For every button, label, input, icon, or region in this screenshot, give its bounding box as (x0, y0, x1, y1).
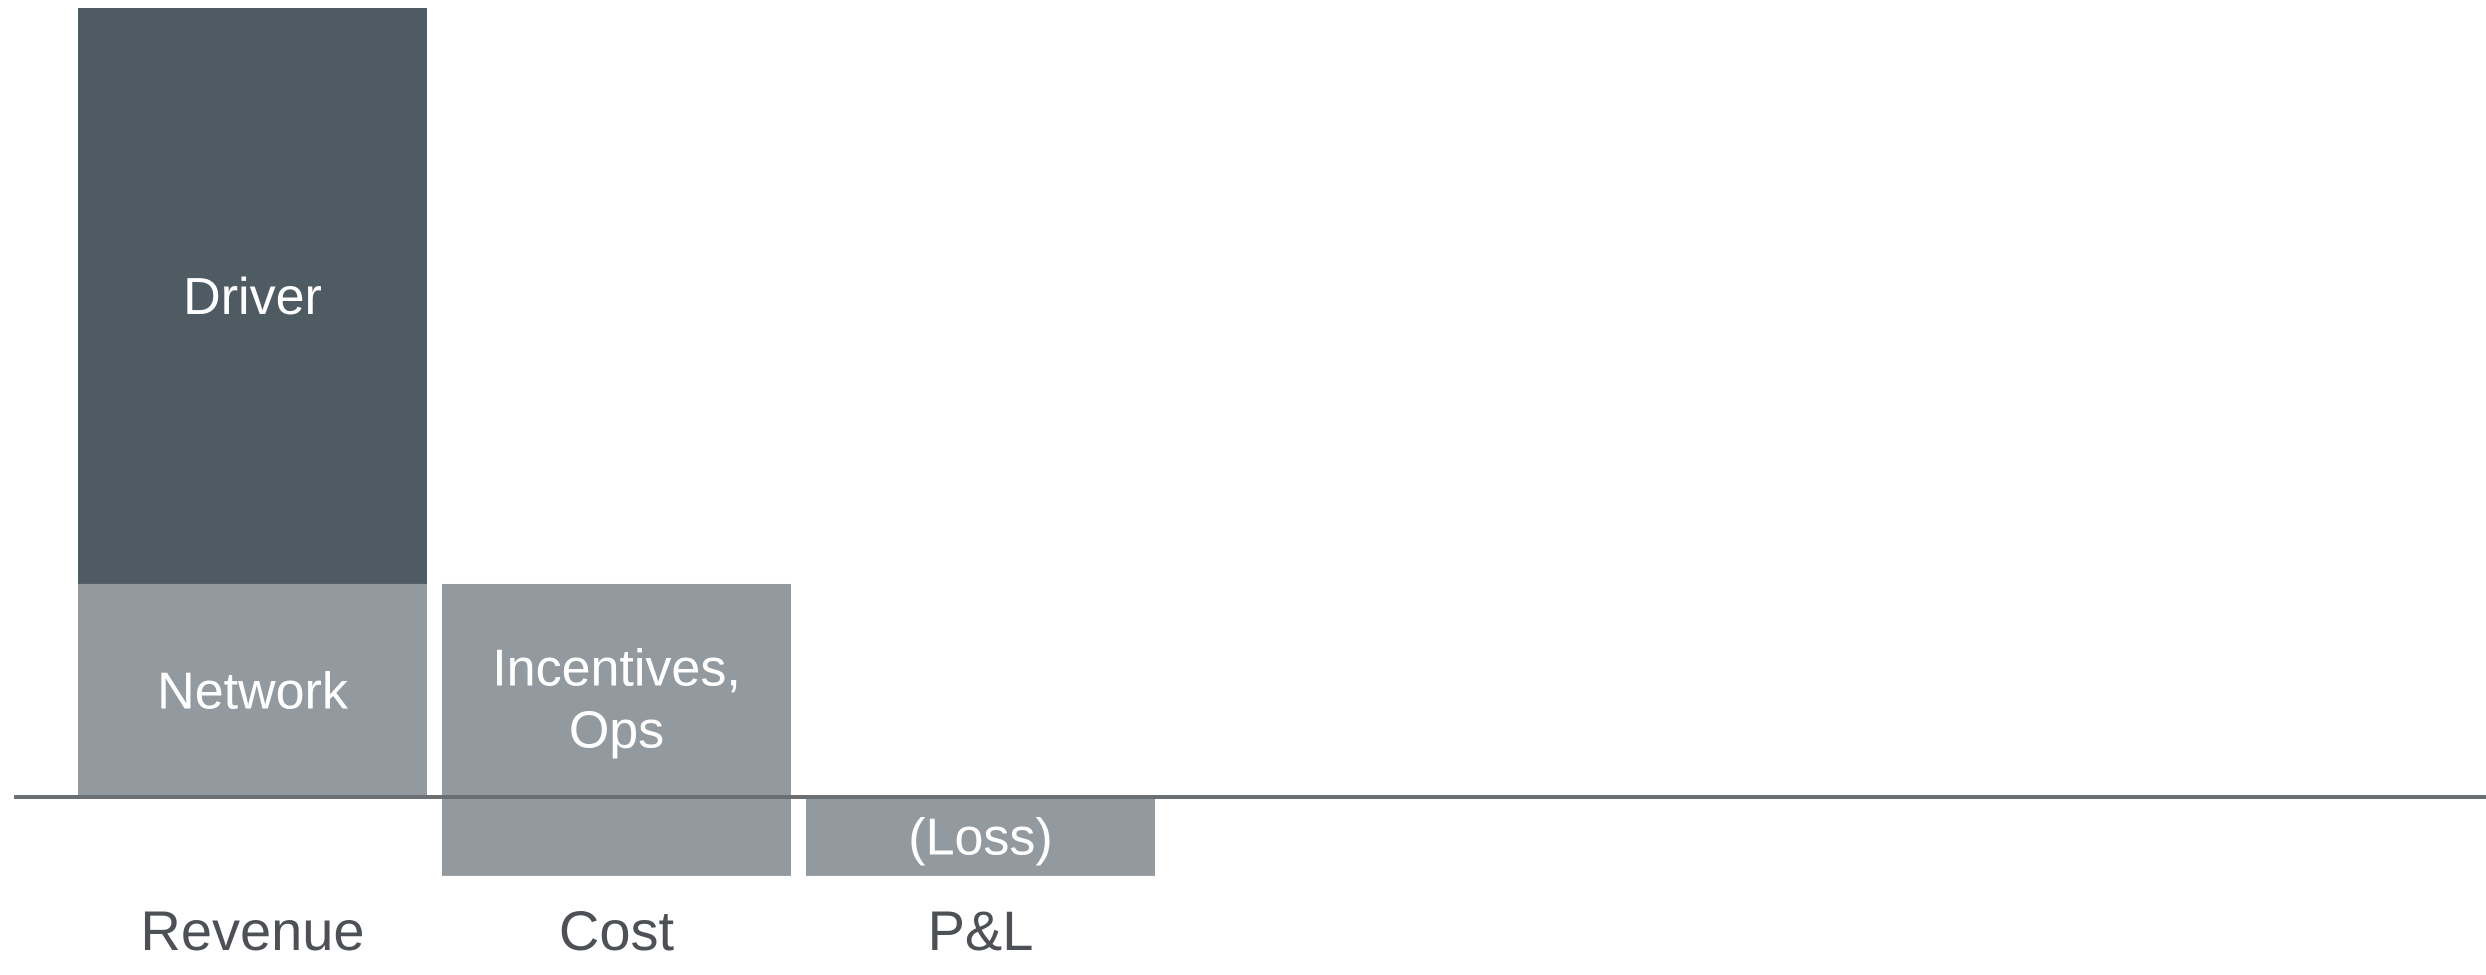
category-label-revenue: Revenue (140, 899, 364, 962)
segment-label-network: Network (157, 662, 349, 720)
segment-label-loss: (Loss) (908, 808, 1052, 866)
segment-labels-group: Network Driver Incentives, Ops (Loss) (157, 268, 1053, 866)
segment-label-incentives-ops: Incentives, Ops (492, 639, 741, 759)
category-labels-group: Revenue Cost P&L (140, 899, 1033, 962)
category-label-p-l: P&L (928, 899, 1034, 962)
category-label-cost: Cost (559, 899, 675, 962)
bar-segment-cost-incentives-ops (442, 583, 791, 876)
bar-segment-p-l-loss (806, 797, 1155, 876)
bar-segment-revenue-network (78, 583, 427, 797)
segment-label-driver: Driver (183, 268, 322, 326)
bar-segment-revenue-driver (78, 8, 427, 584)
bars-group (78, 8, 1155, 876)
